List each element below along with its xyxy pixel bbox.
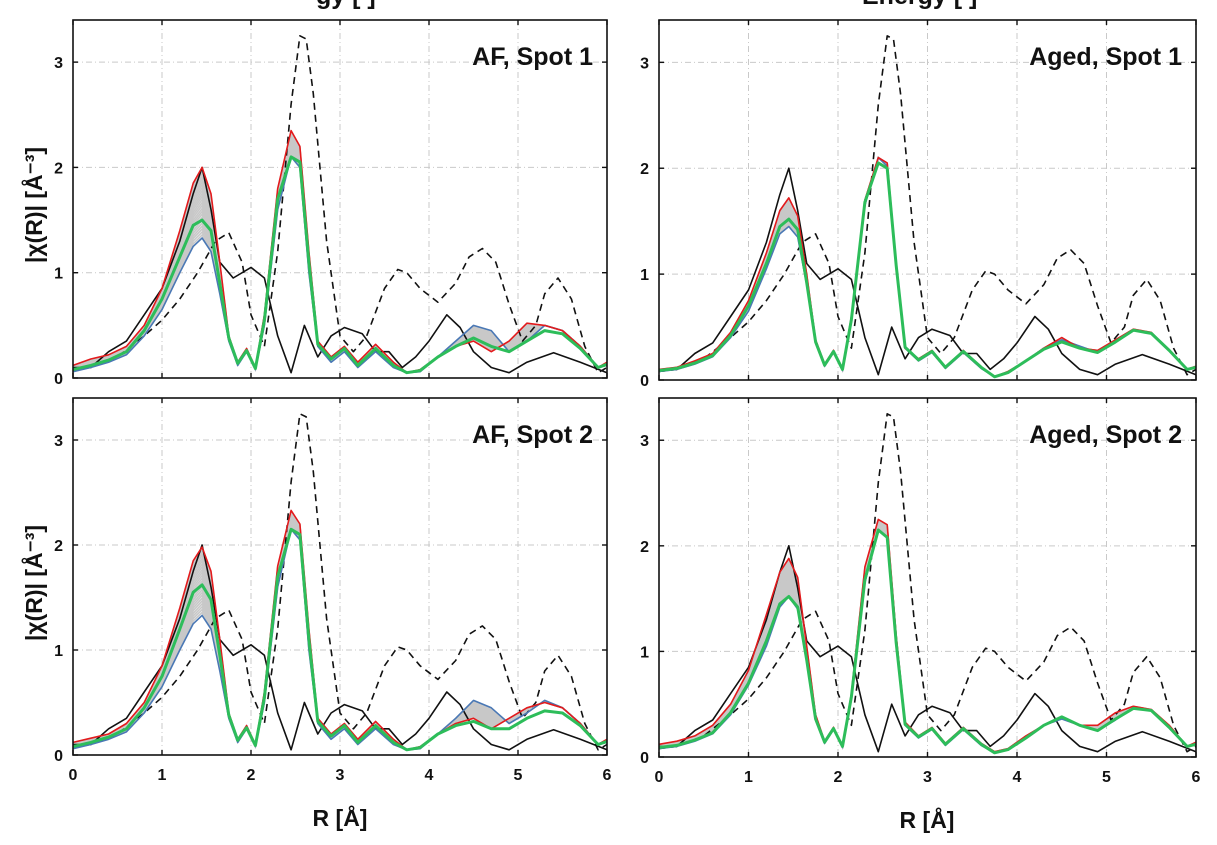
series-line-black [73, 166, 608, 374]
y-axis-label-top: |χ(R)| [Å⁻³] [20, 147, 47, 263]
y-tick-label: 3 [54, 433, 63, 450]
x-axis-label-left: R [Å] [313, 804, 368, 831]
x-tick-label: 0 [655, 769, 664, 786]
y-tick-label: 0 [640, 750, 649, 767]
y-tick-label: 3 [640, 433, 649, 450]
y-tick-label: 1 [54, 643, 63, 660]
series-line-black [73, 544, 608, 751]
x-tick-label: 4 [425, 767, 434, 784]
y-tick-label: 2 [640, 539, 649, 556]
x-tick-label: 5 [514, 767, 523, 784]
series-line-green [72, 527, 608, 752]
x-tick-label: 6 [1192, 769, 1201, 786]
x-tick-label: 6 [603, 767, 612, 784]
x-tick-label: 0 [69, 767, 78, 784]
series-line-dashed-black [72, 413, 608, 751]
y-tick-label: 0 [54, 748, 63, 765]
x-tick-label: 1 [158, 767, 167, 784]
series-line-green [72, 155, 608, 375]
x-tick-label: 4 [1013, 769, 1022, 786]
y-tick-label: 2 [640, 161, 649, 178]
series-line-dashed-black [658, 413, 1197, 753]
top-cut-text-right: Energy [ ] [862, 0, 977, 10]
y-tick-label: 1 [640, 267, 649, 284]
y-tick-label: 1 [640, 644, 649, 661]
series-line-dashed-black [72, 35, 608, 374]
ensemble-line [72, 525, 608, 751]
series-line-green [658, 528, 1197, 755]
x-tick-label: 5 [1102, 769, 1111, 786]
panel-af-spot-2: 0 1 2 3 0 1 2 3 4 5 6 AF, Spot 2 [54, 397, 612, 784]
y-tick-label: 1 [54, 266, 63, 283]
x-tick-label: 2 [834, 769, 843, 786]
panel-aged-spot-1: 0 1 2 3 Aged, Spot 1 [640, 19, 1197, 390]
y-tick-label: 3 [640, 55, 649, 72]
y-tick-label: 2 [54, 538, 63, 555]
y-tick-label: 2 [54, 160, 63, 177]
panel-aged-spot-2: 0 1 2 3 0 1 2 3 4 5 6 Aged, Spot 2 [640, 397, 1201, 786]
x-tick-label: 1 [744, 769, 753, 786]
x-tick-label: 3 [923, 769, 932, 786]
top-cut-text-left: gy [ ] [316, 0, 376, 10]
panel-title: Aged, Spot 1 [1029, 43, 1182, 71]
series-line-black [659, 167, 1197, 376]
y-tick-label: 0 [54, 371, 63, 388]
ensemble-line [72, 526, 608, 751]
panel-title: AF, Spot 1 [472, 43, 593, 71]
panel-title: AF, Spot 2 [472, 421, 593, 449]
y-tick-label: 3 [54, 55, 63, 72]
panel-title: Aged, Spot 2 [1029, 421, 1182, 449]
ensemble-line [72, 525, 608, 751]
y-axis-label-bottom: |χ(R)| [Å⁻³] [20, 525, 47, 641]
y-tick-label: 0 [640, 373, 649, 390]
x-tick-label: 2 [247, 767, 256, 784]
x-tick-label: 3 [336, 767, 345, 784]
panel-af-spot-1: 0 1 2 3 AF, Spot 1 [54, 19, 608, 388]
x-axis-label-right: R [Å] [900, 806, 955, 833]
series-line-green [658, 161, 1197, 379]
